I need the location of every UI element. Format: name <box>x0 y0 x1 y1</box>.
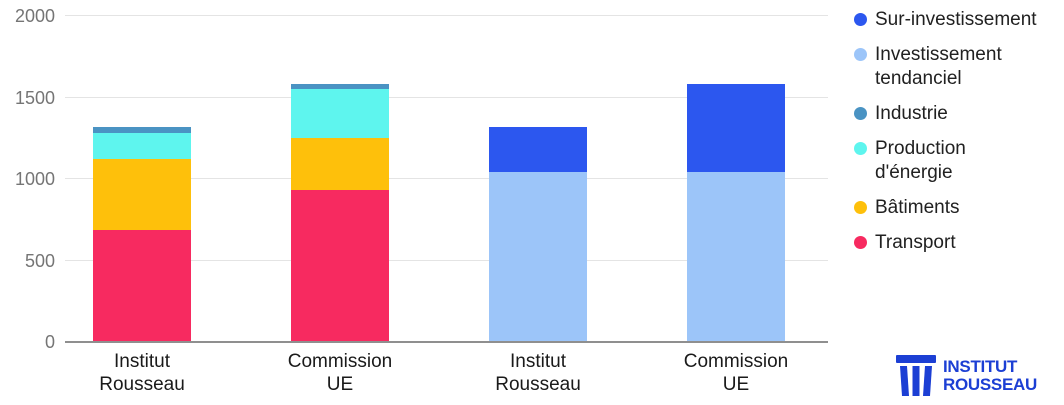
legend-item-production-d-energie: Production d'énergie <box>854 137 1059 185</box>
bar-1-institut-rousseau <box>93 126 191 342</box>
x-axis-category-label: Institut Rousseau <box>99 351 185 395</box>
y-axis-tick-label: 2000 <box>14 6 55 26</box>
legend-dot-investissement-tendanciel <box>854 48 867 61</box>
x-axis-category-label: Commission UE <box>287 351 393 395</box>
legend-label: Bâtiments <box>875 197 960 218</box>
legend-item-batiments: Bâtiments <box>854 196 1059 220</box>
y-axis-tick-label: 1500 <box>14 87 55 108</box>
bar-segment-sur-investissement[interactable] <box>687 83 785 173</box>
bar-segment-industrie[interactable] <box>291 83 389 90</box>
legend-dot-industrie <box>854 107 867 120</box>
y-axis-tick-label: 0 <box>44 332 55 352</box>
legend-label: Transport <box>875 232 956 253</box>
y-axis-tick-label: 1000 <box>14 169 55 189</box>
legend-label: Sur-investissement <box>875 9 1037 30</box>
legend-dot-batiments <box>854 201 867 214</box>
logo-text: INSTITUT ROUSSEAU <box>943 358 1037 394</box>
legend-item-transport: Transport <box>854 231 1059 255</box>
legend-item-investissement-tendanciel: Investissement tendanciel <box>854 43 1059 91</box>
bar-segment-sur-investissement[interactable] <box>489 126 587 173</box>
legend-dot-transport <box>854 236 867 249</box>
bar-segment-batiments[interactable] <box>93 158 191 230</box>
gridline-2000 <box>65 15 828 16</box>
y-axis-tick-label: 500 <box>24 250 55 271</box>
legend-dot-sur-investissement <box>854 13 867 26</box>
institut-rousseau-logo: INSTITUT ROUSSEAU <box>896 353 1037 399</box>
stacked-bar-chart: 0 500 1000 1500 2000 Institut Rousseau Commiss… <box>14 6 828 395</box>
legend-label: Production d'énergie <box>875 138 966 183</box>
x-axis-baseline <box>65 341 828 343</box>
bar-segment-production-d-energie[interactable] <box>93 132 191 159</box>
bar-2-commission-ue <box>291 83 389 342</box>
legend-dot-production-d-energie <box>854 142 867 155</box>
legend-label: Industrie <box>875 103 948 124</box>
chart-legend: Sur-investissement Investissement tendanc… <box>854 8 1059 255</box>
bar-segment-production-d-energie[interactable] <box>291 89 389 139</box>
bar-3-institut-rousseau <box>489 126 587 342</box>
bar-segment-transport[interactable] <box>291 190 389 342</box>
bar-segment-transport[interactable] <box>93 229 191 342</box>
legend-item-sur-investissement: Sur-investissement <box>854 8 1059 32</box>
bar-segment-investissement-tendanciel[interactable] <box>687 172 785 342</box>
bar-segment-investissement-tendanciel[interactable] <box>489 172 587 342</box>
x-axis-category-label: Institut Rousseau <box>495 351 581 395</box>
bar-segment-industrie[interactable] <box>93 126 191 133</box>
logo-line-2: ROUSSEAU <box>943 375 1037 394</box>
logo-line-1: INSTITUT <box>943 357 1018 376</box>
gridline-1000 <box>65 178 828 179</box>
gridline-1500 <box>65 96 828 98</box>
gridline-500 <box>65 259 828 261</box>
legend-item-industrie: Industrie <box>854 102 1059 126</box>
x-axis-category-label: Commission UE <box>683 351 789 395</box>
greek-column-icon <box>896 355 936 396</box>
legend-label: Investissement tendanciel <box>875 44 1002 89</box>
bar-segment-batiments[interactable] <box>291 138 389 191</box>
bar-4-commission-ue <box>687 83 785 342</box>
